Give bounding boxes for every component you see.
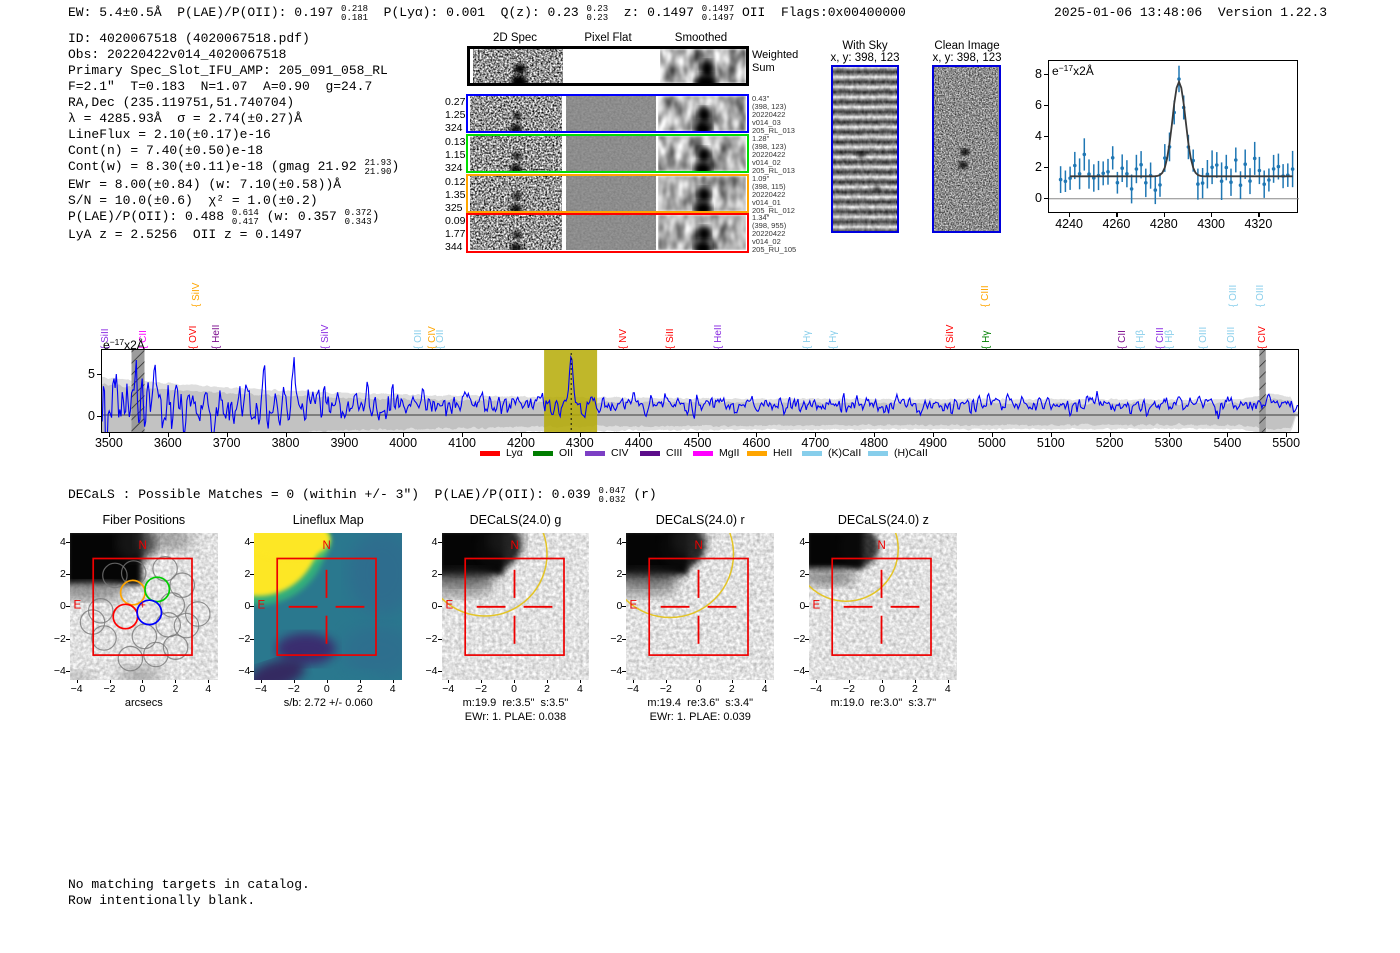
svg-text:N: N xyxy=(695,539,703,551)
svg-text:N: N xyxy=(323,539,331,551)
svg-text:E: E xyxy=(813,599,821,611)
svg-text:E: E xyxy=(258,599,266,611)
svg-text:E: E xyxy=(73,599,81,611)
svg-text:+: + xyxy=(139,599,145,611)
svg-text:N: N xyxy=(510,539,518,551)
svg-text:E: E xyxy=(630,599,638,611)
svg-text:N: N xyxy=(138,539,146,551)
svg-text:N: N xyxy=(878,539,886,551)
svg-text:E: E xyxy=(445,599,453,611)
